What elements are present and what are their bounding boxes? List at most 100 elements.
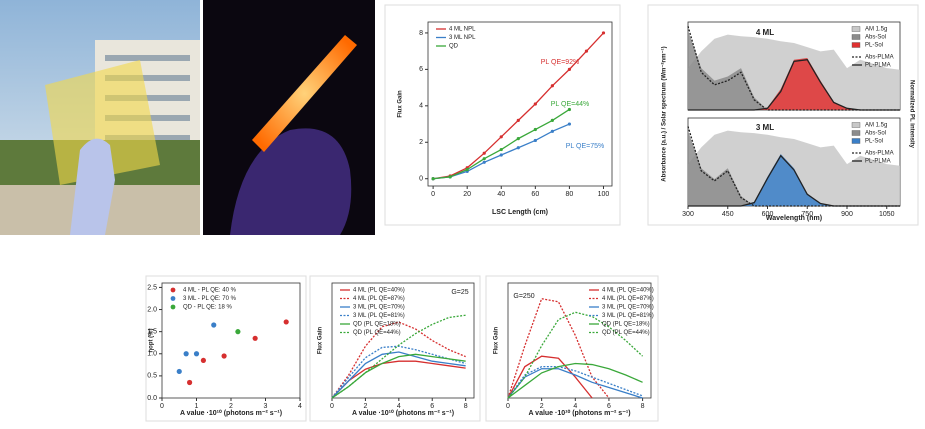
line: [331, 360, 466, 399]
x-tick-label: 20: [463, 191, 471, 198]
y-tick-label: 2.5: [147, 284, 157, 291]
x-tick-label: 0: [431, 191, 435, 198]
panel-frame: [647, 4, 919, 226]
x-tick-label: 80: [566, 191, 574, 198]
annotation: PL QE=44%: [551, 101, 589, 108]
y-axis-label: Flux Gain: [494, 327, 500, 355]
point: [211, 322, 217, 328]
point: [235, 329, 241, 335]
x-tick-label: 900: [841, 211, 853, 218]
line: [331, 321, 466, 399]
x-axis-label: A value ·10¹⁰ (photons m⁻² s⁻¹): [528, 409, 630, 417]
legend-label: 4 ML (PL QE=87%): [602, 296, 654, 302]
point: [221, 353, 227, 359]
legend-swatch: [851, 130, 861, 136]
legend-label: PL-Sol: [865, 43, 883, 49]
marker: [533, 127, 537, 132]
line: [433, 108, 570, 180]
panel-title: 4 ML: [756, 28, 774, 37]
x-tick-label: 100: [598, 191, 610, 198]
legend-label: QD (PL QE=44%): [353, 330, 401, 336]
plot-area: [331, 282, 475, 399]
marker: [550, 84, 554, 88]
marker: [516, 146, 520, 150]
legend-label: Abs-Sol: [865, 35, 886, 41]
y-tick-label: 0.5: [147, 373, 157, 380]
marker: [516, 137, 520, 141]
legend-label: QD (PL QE=44%): [602, 330, 650, 336]
y-tick-label: 0.0: [147, 395, 157, 402]
x-tick-label: 0: [506, 403, 510, 410]
point: [252, 335, 258, 341]
y-axis-label: Absorbance (a.u.) / Solar spectrum (Wm⁻²…: [661, 46, 668, 181]
x-tick-label: 8: [464, 403, 468, 410]
y-axis-label: Flux Gain: [318, 327, 324, 355]
marker: [567, 122, 572, 126]
x-axis-label: LSC Length (cm): [492, 209, 548, 216]
legend-swatch: [851, 42, 861, 48]
marker: [567, 67, 572, 71]
line: [331, 353, 466, 399]
panel-frame: [145, 275, 307, 422]
annotation: G=250: [513, 293, 534, 300]
legend-label: 4 ML (PL QE=40%): [353, 288, 405, 294]
marker: [567, 107, 572, 112]
annotation: PL QE=92%: [541, 59, 579, 66]
legend-label: PL-PLMA: [865, 63, 891, 69]
legend-swatch: [851, 122, 861, 128]
marker: [516, 118, 520, 122]
y-tick-label: 2: [419, 139, 423, 146]
y-tick-label: 8: [419, 30, 423, 37]
x-axis-label: Wavelength (nm): [766, 215, 822, 222]
y-axis-label: Flux Gain: [398, 90, 404, 118]
point: [193, 351, 200, 357]
marker: [601, 31, 606, 35]
legend-label: 3 ML NPL: [449, 35, 476, 41]
line: [507, 368, 643, 399]
legend-label: 3 ML - PL QE: 70 %: [183, 296, 237, 302]
panel-title: 3 ML: [756, 123, 774, 132]
x-tick-label: 4: [397, 403, 401, 410]
y-tick-label: 0: [419, 176, 423, 183]
line: [331, 351, 466, 399]
marker: [482, 157, 486, 161]
line: [507, 365, 643, 399]
legend-label: 3 ML (PL QE=81%): [602, 313, 654, 319]
legend-label: QD - PL QE: 18 %: [183, 305, 232, 311]
x-axis-label: A value ·10¹⁰ (photons m⁻² s⁻¹): [180, 409, 282, 417]
plot-area: [427, 21, 613, 187]
line: [687, 26, 900, 111]
marker: [431, 177, 435, 181]
x-tick-label: 450: [722, 211, 734, 218]
area: [688, 130, 900, 206]
y-axis-label: ηopt (%): [149, 329, 155, 353]
y-tick-label: 4: [419, 103, 423, 110]
legend-label: AM 1.5g: [865, 27, 887, 33]
legend-label: 3 ML (PL QE=81%): [353, 313, 405, 319]
panel-frame: [485, 275, 659, 422]
x-tick-label: 600: [762, 211, 774, 218]
plot-area: [507, 282, 652, 399]
legend-label: 4 ML (PL QE=87%): [353, 296, 405, 302]
line: [688, 154, 900, 207]
area: [688, 58, 900, 110]
point: [187, 379, 193, 386]
legend-swatch: [170, 304, 176, 310]
legend-label: Abs-Sol: [865, 131, 886, 137]
legend-label: 3 ML (PL QE=70%): [602, 305, 654, 311]
x-tick-label: 4: [573, 403, 577, 410]
y-tick-label: 1.5: [147, 328, 157, 335]
marker: [584, 49, 589, 53]
marker: [533, 102, 537, 106]
line: [433, 123, 570, 180]
photo-daylight: [0, 0, 200, 235]
x-tick-label: 750: [801, 211, 813, 218]
x-tick-label: 0: [330, 403, 334, 410]
x-tick-label: 0: [160, 403, 164, 410]
annotation: G=25: [451, 289, 468, 296]
x-tick-label: 300: [682, 211, 694, 218]
x-tick-label: 60: [531, 191, 539, 198]
photo-uv: [203, 0, 375, 235]
legend-label: Abs-PLMA: [865, 55, 894, 61]
